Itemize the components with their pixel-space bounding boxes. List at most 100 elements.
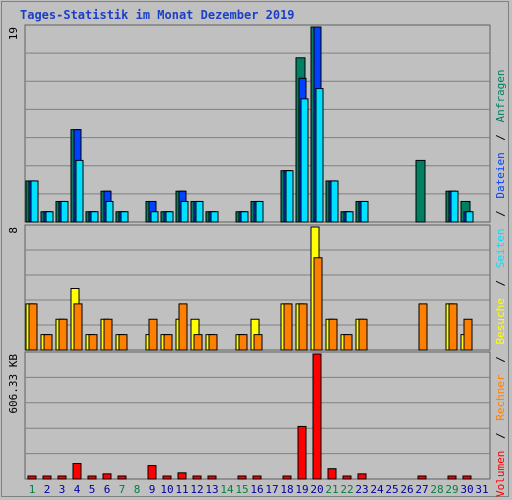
panel-background — [24, 24, 491, 223]
bar-rechner-day-5 — [88, 334, 98, 351]
bar-seiten-day-23 — [360, 200, 369, 223]
x-tick-label: 28 — [430, 483, 443, 496]
bar-volumen-day-29 — [447, 475, 457, 480]
bar-rechner-day-10 — [163, 334, 173, 351]
chart-title: Tages-Statistik im Monat Dezember 2019 — [20, 8, 295, 22]
panel-requests: 19 — [7, 24, 491, 223]
bar-volumen-day-23 — [357, 473, 367, 480]
x-tick-label: 26 — [400, 483, 413, 496]
panel-max-label: 606.33 KB — [7, 354, 20, 414]
bar-rechner-day-13 — [208, 334, 218, 351]
bar-rechner-day-30 — [463, 318, 473, 351]
bar-seiten-day-7 — [120, 211, 129, 223]
bar-volumen-day-10 — [162, 475, 172, 480]
legend-sep: / — [494, 134, 507, 141]
bar-seiten-day-29 — [450, 190, 459, 223]
panel-background — [24, 351, 491, 480]
bar-volumen-day-5 — [87, 475, 97, 480]
x-tick-label: 29 — [445, 483, 458, 496]
bar-volumen-day-30 — [462, 475, 472, 480]
x-tick-label: 17 — [265, 483, 278, 496]
bar-rechner-day-20 — [313, 257, 323, 351]
chart-panels: 19 8 606.33 KB — [7, 24, 491, 480]
legend-seiten: Seiten — [494, 229, 507, 269]
x-tick-label: 6 — [104, 483, 111, 496]
bar-rechner-day-29 — [448, 303, 458, 351]
bar-rechner-day-16 — [253, 334, 263, 351]
bar-volumen-day-22 — [342, 475, 352, 480]
bar-rechner-day-11 — [178, 303, 188, 351]
bar-volumen-day-13 — [207, 475, 217, 480]
bar-seiten-day-12 — [195, 200, 204, 223]
bar-seiten-day-11 — [180, 200, 189, 223]
bar-volumen-day-15 — [237, 475, 247, 480]
svg-text:Volumen / Rechner: Volumen / Rechner / Besuche / Seiten / D… — [494, 69, 507, 497]
vertical-legend: Volumen / Rechner / Besuche / Seiten / D… — [494, 69, 507, 497]
bar-volumen-day-4 — [72, 463, 82, 480]
bar-rechner-day-27 — [418, 303, 428, 351]
x-tick-label: 27 — [415, 483, 428, 496]
bar-rechner-day-1 — [28, 303, 38, 351]
x-tick-label: 5 — [89, 483, 96, 496]
x-tick-label: 22 — [340, 483, 353, 496]
bar-rechner-day-4 — [73, 303, 83, 351]
x-tick-label: 20 — [310, 483, 323, 496]
bar-seiten-day-3 — [60, 200, 69, 223]
bar-rechner-day-3 — [58, 318, 68, 351]
x-axis-ticks: 1 2 3 4 5 6 7 8 9 10 11 12 13 14 15 16 17 18 19 20 21 22 23 24 2… — [29, 483, 489, 496]
bar-seiten-day-21 — [330, 180, 339, 223]
x-tick-label: 14 — [220, 483, 234, 496]
x-tick-label: 2 — [44, 483, 51, 496]
panel-volume: 606.33 KB — [7, 351, 491, 480]
bar-rechner-day-18 — [283, 303, 293, 351]
bar-volumen-day-21 — [327, 468, 337, 480]
bar-seiten-day-5 — [90, 211, 99, 223]
x-tick-label: 4 — [74, 483, 81, 496]
x-tick-label: 8 — [134, 483, 141, 496]
panel-visits: 8 — [7, 224, 491, 351]
bar-rechner-day-19 — [298, 303, 308, 351]
bar-rechner-day-7 — [118, 334, 128, 351]
bar-volumen-day-9 — [147, 465, 157, 480]
bar-volumen-day-18 — [282, 475, 292, 480]
bar-seiten-day-6 — [105, 200, 114, 223]
bar-seiten-day-15 — [240, 211, 249, 223]
x-tick-label: 16 — [250, 483, 263, 496]
x-tick-label: 19 — [295, 483, 308, 496]
bar-volumen-day-2 — [42, 475, 52, 480]
bar-seiten-day-19 — [300, 98, 309, 223]
bar-seiten-day-30 — [465, 211, 474, 223]
bar-seiten-day-2 — [45, 211, 54, 223]
bar-rechner-day-6 — [103, 318, 113, 351]
bar-volumen-day-7 — [117, 475, 127, 480]
x-tick-label: 1 — [29, 483, 36, 496]
bar-rechner-day-15 — [238, 334, 248, 351]
x-tick-label: 23 — [355, 483, 368, 496]
x-tick-label: 25 — [385, 483, 398, 496]
x-tick-label: 15 — [235, 483, 248, 496]
bar-seiten-day-9 — [150, 211, 159, 223]
legend-sep: / — [494, 432, 507, 439]
x-tick-label: 24 — [370, 483, 384, 496]
x-tick-label: 18 — [280, 483, 293, 496]
bar-volumen-day-11 — [177, 472, 187, 480]
bar-seiten-day-4 — [75, 159, 84, 223]
bar-volumen-day-27 — [417, 475, 427, 480]
x-tick-label: 11 — [175, 483, 188, 496]
x-tick-label: 12 — [190, 483, 203, 496]
x-tick-label: 31 — [475, 483, 488, 496]
x-tick-label: 13 — [205, 483, 218, 496]
panel-max-label: 8 — [7, 227, 20, 234]
bar-seiten-day-10 — [165, 211, 174, 223]
bar-rechner-day-22 — [343, 334, 353, 351]
bar-volumen-day-19 — [297, 425, 307, 480]
bar-rechner-day-9 — [148, 318, 158, 351]
legend-dateien: Dateien — [494, 152, 507, 198]
bar-seiten-day-13 — [210, 211, 219, 223]
bar-seiten-day-20 — [315, 88, 324, 223]
legend-sep: / — [494, 280, 507, 287]
legend-rechner: Rechner — [494, 374, 507, 421]
bar-seiten-day-16 — [255, 200, 264, 223]
bar-volumen-day-12 — [192, 475, 202, 480]
bar-volumen-day-6 — [102, 473, 112, 480]
